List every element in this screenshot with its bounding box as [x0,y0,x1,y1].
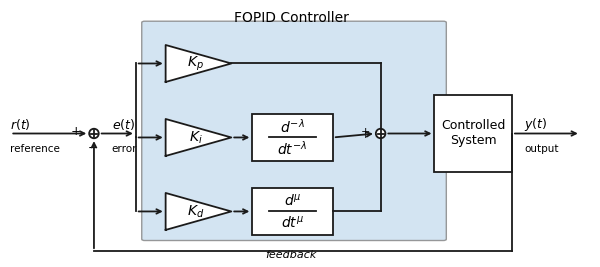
Polygon shape [166,45,232,82]
FancyBboxPatch shape [252,188,333,235]
Text: Controlled
System: Controlled System [441,120,505,147]
FancyBboxPatch shape [434,95,512,172]
Polygon shape [166,119,232,156]
Text: $d^{-\lambda}$: $d^{-\lambda}$ [280,117,305,135]
Text: FOPID Controller: FOPID Controller [233,11,349,25]
Ellipse shape [376,129,385,138]
Text: $dt^{\mu}$: $dt^{\mu}$ [281,215,304,230]
Text: $dt^{-\lambda}$: $dt^{-\lambda}$ [277,140,308,158]
Text: +: + [71,125,82,138]
Text: +: + [361,130,370,140]
Polygon shape [166,193,232,230]
Text: $K_i$: $K_i$ [188,129,202,146]
Text: reference: reference [10,144,60,154]
FancyBboxPatch shape [252,114,333,161]
Text: feedback: feedback [265,250,317,260]
Text: $r(t)$: $r(t)$ [10,117,31,132]
FancyBboxPatch shape [142,21,446,241]
Text: −: − [87,142,98,155]
Text: $y(t)$: $y(t)$ [524,116,547,133]
Text: $d^{\mu}$: $d^{\mu}$ [284,192,301,208]
Ellipse shape [89,129,99,138]
Text: output: output [524,144,559,154]
Text: $K_p$: $K_p$ [187,54,204,73]
Text: +: + [361,127,370,137]
Text: $K_d$: $K_d$ [187,203,204,220]
Text: error: error [112,144,137,154]
Text: $e(t)$: $e(t)$ [112,117,135,132]
